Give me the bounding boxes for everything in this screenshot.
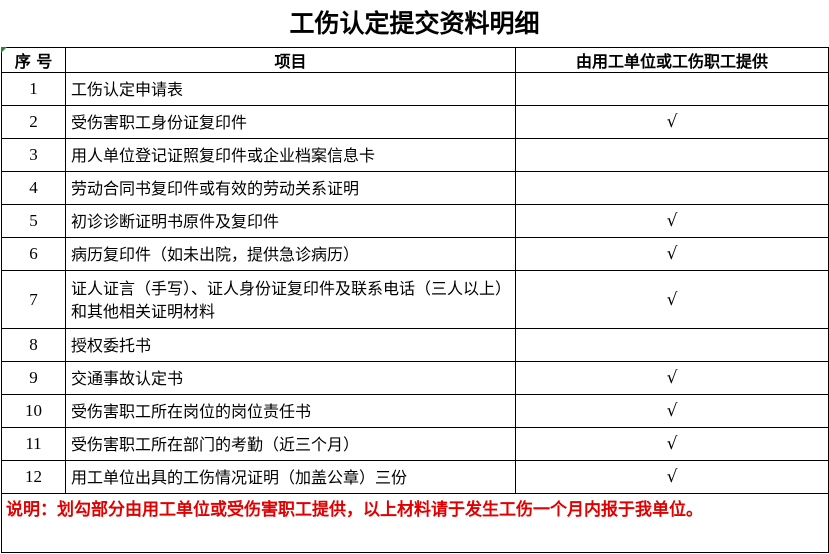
row-check[interactable] bbox=[515, 72, 829, 106]
row-check[interactable]: √ bbox=[515, 204, 829, 238]
row-check[interactable]: √ bbox=[515, 270, 829, 329]
row-number[interactable]: 7 bbox=[1, 270, 66, 329]
row-item[interactable]: 受伤害职工所在部门的考勤（近三个月） bbox=[65, 427, 516, 461]
table-row: 4 劳动合同书复印件或有效的劳动关系证明 bbox=[1, 171, 829, 205]
row-number[interactable]: 6 bbox=[1, 237, 66, 271]
table-row: 9 交通事故认定书 √ bbox=[1, 361, 829, 395]
row-check[interactable]: √ bbox=[515, 460, 829, 494]
table-row: 3 用人单位登记证照复印件或企业档案信息卡 bbox=[1, 138, 829, 172]
row-item[interactable]: 交通事故认定书 bbox=[65, 361, 516, 395]
page-title: 工伤认定提交资料明细 bbox=[289, 9, 540, 38]
row-number[interactable]: 11 bbox=[1, 427, 66, 461]
row-number[interactable]: 10 bbox=[1, 394, 66, 428]
table-row: 6 病历复印件（如未出院，提供急诊病历） √ bbox=[1, 237, 829, 271]
row-check[interactable] bbox=[515, 171, 829, 205]
cell-comment-marker bbox=[1, 47, 7, 53]
row-number[interactable]: 2 bbox=[1, 105, 66, 139]
row-check[interactable]: √ bbox=[515, 427, 829, 461]
row-item[interactable]: 受伤害职工所在岗位的岗位责任书 bbox=[65, 394, 516, 428]
row-number[interactable]: 8 bbox=[1, 328, 66, 362]
table-row: 10 受伤害职工所在岗位的岗位责任书 √ bbox=[1, 394, 829, 428]
header-provider[interactable]: 由用工单位或工伤职工提供 bbox=[515, 47, 829, 73]
row-number[interactable]: 9 bbox=[1, 361, 66, 395]
row-item[interactable]: 病历复印件（如未出院，提供急诊病历） bbox=[65, 237, 516, 271]
table-row: 5 初诊诊断证明书原件及复印件 √ bbox=[1, 204, 829, 238]
row-item[interactable]: 受伤害职工身份证复印件 bbox=[65, 105, 516, 139]
row-item[interactable]: 用人单位登记证照复印件或企业档案信息卡 bbox=[65, 138, 516, 172]
row-number[interactable]: 1 bbox=[1, 72, 66, 106]
table-row: 12 用工单位出具的工伤情况证明（加盖公章）三份 √ bbox=[1, 460, 829, 494]
row-item[interactable]: 证人证言（手写）、证人身份证复印件及联系电话（三人以上）和其他相关证明材料 bbox=[65, 270, 516, 329]
row-check[interactable] bbox=[515, 138, 829, 172]
row-number[interactable]: 3 bbox=[1, 138, 66, 172]
row-item[interactable]: 工伤认定申请表 bbox=[65, 72, 516, 106]
row-item[interactable]: 初诊诊断证明书原件及复印件 bbox=[65, 204, 516, 238]
row-number[interactable]: 4 bbox=[1, 171, 66, 205]
header-row: 序 号 项目 由用工单位或工伤职工提供 bbox=[1, 47, 829, 73]
row-check[interactable]: √ bbox=[515, 361, 829, 395]
table-row: 8 授权委托书 bbox=[1, 328, 829, 362]
table-row: 11 受伤害职工所在部门的考勤（近三个月） √ bbox=[1, 427, 829, 461]
table-row: 1 工伤认定申请表 bbox=[1, 72, 829, 106]
row-check[interactable]: √ bbox=[515, 394, 829, 428]
row-item[interactable]: 劳动合同书复印件或有效的劳动关系证明 bbox=[65, 171, 516, 205]
table-row: 2 受伤害职工身份证复印件 √ bbox=[1, 105, 829, 139]
row-number[interactable]: 12 bbox=[1, 460, 66, 494]
row-check[interactable] bbox=[515, 328, 829, 362]
documents-table: 序 号 项目 由用工单位或工伤职工提供 1 工伤认定申请表 2 受伤害职工身份证复印件… bbox=[1, 47, 829, 553]
header-no[interactable]: 序 号 bbox=[1, 47, 66, 73]
table-row: 7 证人证言（手写）、证人身份证复印件及联系电话（三人以上）和其他相关证明材料 √ bbox=[1, 270, 829, 329]
header-item[interactable]: 项目 bbox=[65, 47, 516, 73]
row-check[interactable]: √ bbox=[515, 105, 829, 139]
note-text[interactable]: 说明：划勾部分由用工单位或受伤害职工提供，以上材料请于发生工伤一个月内报于我单位… bbox=[1, 493, 829, 553]
row-check[interactable]: √ bbox=[515, 237, 829, 271]
row-item[interactable]: 用工单位出具的工伤情况证明（加盖公章）三份 bbox=[65, 460, 516, 494]
row-number[interactable]: 5 bbox=[1, 204, 66, 238]
row-item[interactable]: 授权委托书 bbox=[65, 328, 516, 362]
